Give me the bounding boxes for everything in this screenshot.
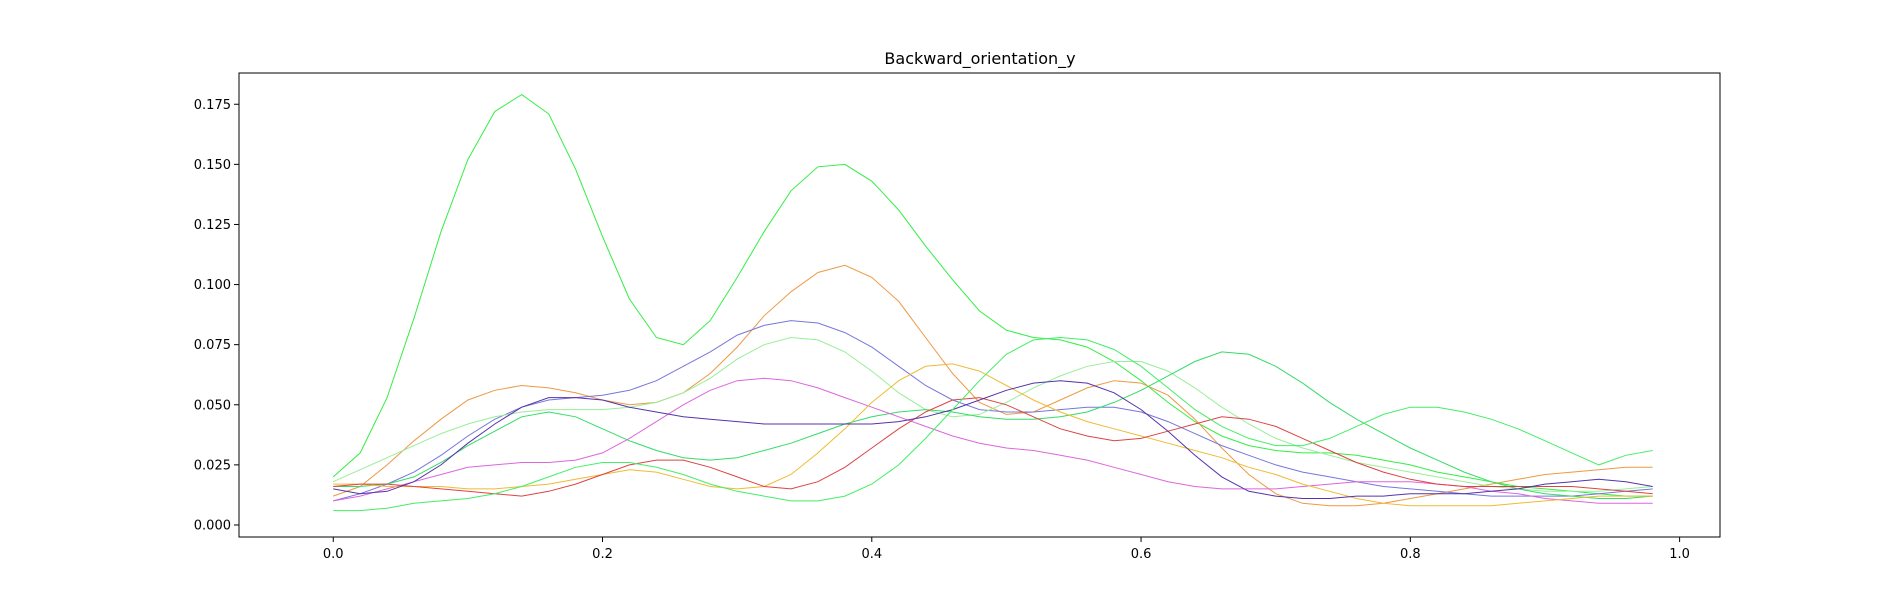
series-layer [332, 93, 1653, 512]
y-tick-label: 0.000 [194, 518, 231, 533]
y-tick-label: 0.150 [194, 158, 231, 173]
y-tick-label: 0.025 [194, 458, 231, 473]
x-tick-label: 0.2 [592, 547, 613, 562]
y-tick-label: 0.050 [194, 398, 231, 413]
plot-frame [238, 72, 1721, 538]
chart-title: Backward_orientation_y [884, 49, 1075, 69]
x-tick-label: 0.6 [1131, 547, 1152, 562]
x-tick-label: 0.8 [1400, 547, 1421, 562]
x-tick-label: 0.4 [861, 547, 882, 562]
series-line-7 [333, 363, 1653, 507]
series-line-4 [332, 336, 1653, 492]
series-line-5 [333, 351, 1653, 499]
axes-layer: 0.0 0.2 0.4 0.6 0.8 1.0 0.000 0.025 0.050 0.075 0.… [194, 98, 1690, 562]
y-tick-label: 0.100 [194, 278, 231, 293]
series-line-3 [333, 320, 1653, 502]
y-tick-label: 0.125 [194, 218, 231, 233]
x-tick-label: 1.0 [1669, 547, 1690, 562]
series-line-10 [333, 336, 1653, 512]
series-line-9 [333, 380, 1653, 499]
y-tick-label: 0.075 [194, 338, 231, 353]
series-line-1 [332, 93, 1653, 497]
x-tick-label: 0.0 [323, 547, 344, 562]
series-line-8 [333, 397, 1653, 497]
y-tick-label: 0.175 [194, 98, 231, 113]
